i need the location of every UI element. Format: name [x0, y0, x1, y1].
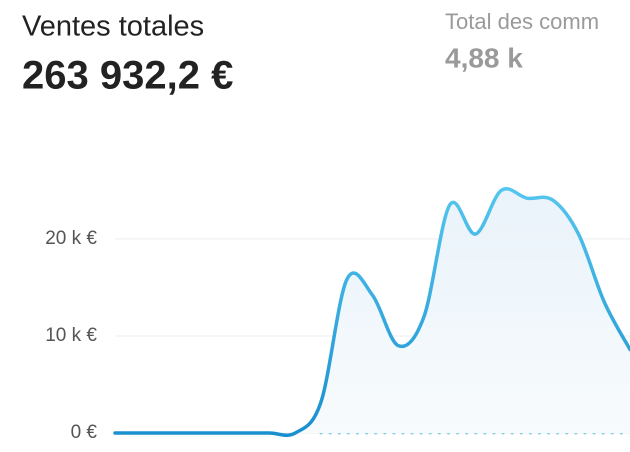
chart: 0 € 10 k € 20 k €	[45, 187, 630, 443]
y-tick-label: 10 k €	[45, 325, 97, 346]
total-value: 263 932,2 €	[22, 54, 233, 98]
secondary-title: Total des comm	[445, 9, 599, 34]
area	[115, 188, 630, 436]
sales-line	[113, 187, 630, 438]
y-tick-label: 20 k €	[45, 228, 97, 249]
secondary-value: 4,88 k	[445, 42, 523, 73]
title: Ventes totales	[22, 11, 204, 43]
y-tick-label: 0 €	[71, 422, 98, 443]
